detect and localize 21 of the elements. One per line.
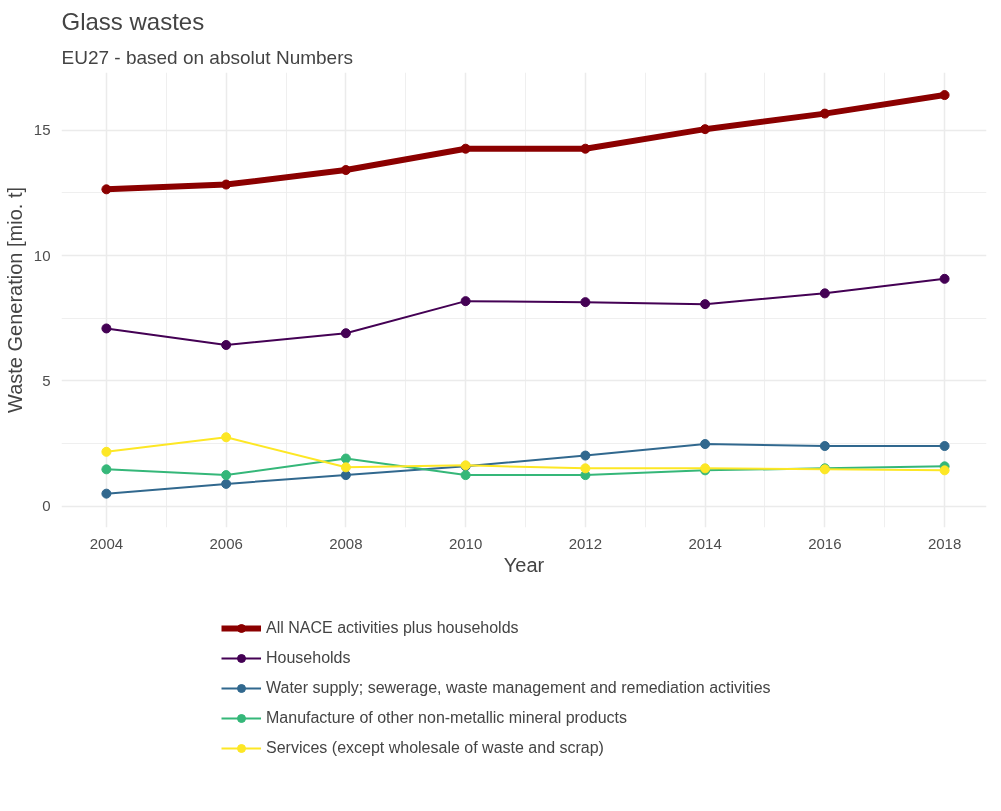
x-tick-label: 2014 bbox=[688, 534, 722, 552]
y-axis-title: Waste Generation [mio. t] bbox=[3, 186, 26, 414]
x-tick-label: 2008 bbox=[329, 534, 363, 552]
x-tick-label: 2004 bbox=[89, 534, 124, 552]
x-tick-label: 2006 bbox=[209, 534, 243, 552]
chart-title: Glass wastes bbox=[61, 7, 205, 35]
legend-label: Water supply; sewerage, waste management and remediation activities bbox=[266, 679, 771, 697]
legend-label: Households bbox=[266, 649, 351, 667]
chart-subtitle: EU27 - based on absolut Numbers bbox=[61, 46, 353, 68]
legend-label: Manufacture of other non-metallic mineral products bbox=[266, 709, 628, 727]
x-tick-label: 2016 bbox=[808, 534, 842, 552]
x-tick-label: 2018 bbox=[927, 534, 962, 552]
x-axis-title: Year bbox=[503, 553, 545, 576]
x-tick-label: 2012 bbox=[568, 534, 603, 552]
y-tick-label: 15 bbox=[33, 121, 51, 139]
y-tick-label: 10 bbox=[33, 246, 51, 264]
y-tick-label: 0 bbox=[42, 497, 51, 515]
x-tick-label: 2010 bbox=[448, 534, 483, 552]
legend-label: All NACE activities plus households bbox=[266, 619, 519, 637]
legend-label: Services (except wholesale of waste and scrap) bbox=[266, 739, 604, 757]
y-tick-label: 5 bbox=[42, 371, 51, 389]
